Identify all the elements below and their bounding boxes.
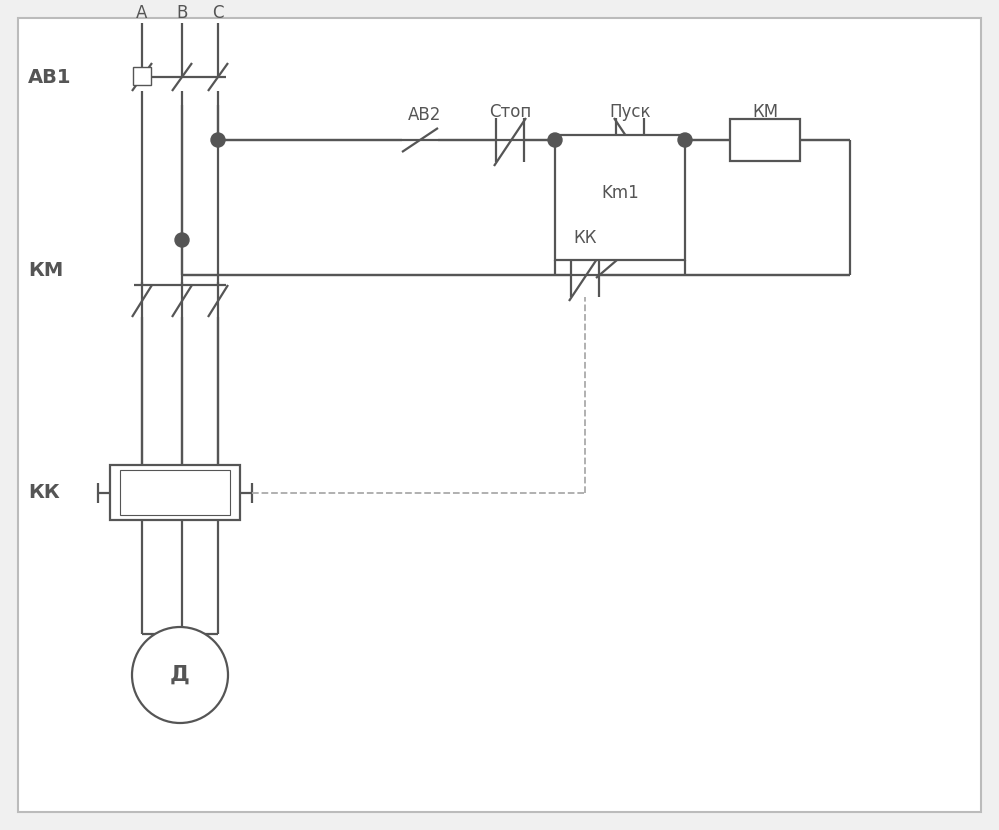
FancyBboxPatch shape: [555, 135, 685, 260]
Circle shape: [678, 133, 692, 147]
FancyBboxPatch shape: [120, 470, 230, 515]
Text: АВ2: АВ2: [409, 106, 442, 124]
Text: Стоп: Стоп: [489, 103, 531, 121]
Circle shape: [211, 133, 225, 147]
Text: A: A: [136, 4, 148, 22]
FancyBboxPatch shape: [730, 119, 800, 161]
Text: C: C: [212, 4, 224, 22]
Circle shape: [175, 233, 189, 247]
Text: КК: КК: [573, 229, 596, 247]
Circle shape: [132, 627, 228, 723]
Text: B: B: [176, 4, 188, 22]
FancyBboxPatch shape: [110, 465, 240, 520]
Text: КК: КК: [28, 483, 60, 502]
FancyBboxPatch shape: [18, 18, 981, 812]
Text: КМ: КМ: [752, 103, 778, 121]
Text: Д: Д: [170, 665, 190, 685]
Text: АВ1: АВ1: [28, 67, 72, 86]
Text: Пуск: Пуск: [609, 103, 650, 121]
Text: Km1: Km1: [601, 183, 639, 202]
Circle shape: [548, 133, 562, 147]
FancyBboxPatch shape: [133, 67, 151, 85]
Text: КМ: КМ: [28, 261, 63, 280]
